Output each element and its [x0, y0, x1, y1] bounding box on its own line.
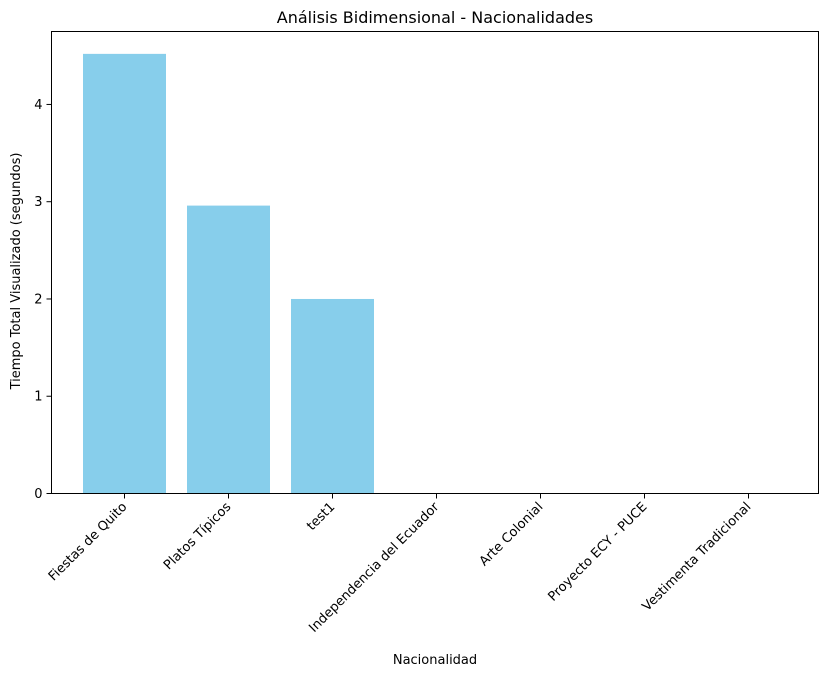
- y-axis-label: Tiempo Total Visualizado (segundos): [9, 153, 24, 391]
- plot-area-frame: [51, 31, 819, 494]
- y-tick-label: 2: [34, 292, 42, 307]
- y-ticks-layer: 0 1 2 3 4: [34, 98, 52, 502]
- y-tick-label: 0: [34, 487, 42, 502]
- y-tick-label: 1: [34, 390, 42, 405]
- bars-layer: [83, 53, 374, 494]
- x-axis-label: Nacionalidad: [393, 653, 477, 668]
- bar: [291, 298, 374, 494]
- bar: [187, 205, 270, 494]
- y-tick-label: 3: [34, 195, 42, 210]
- y-tick-label: 4: [34, 98, 42, 113]
- chart-title: Análisis Bidimensional - Nacionalidades: [277, 8, 593, 27]
- bar: [83, 53, 166, 494]
